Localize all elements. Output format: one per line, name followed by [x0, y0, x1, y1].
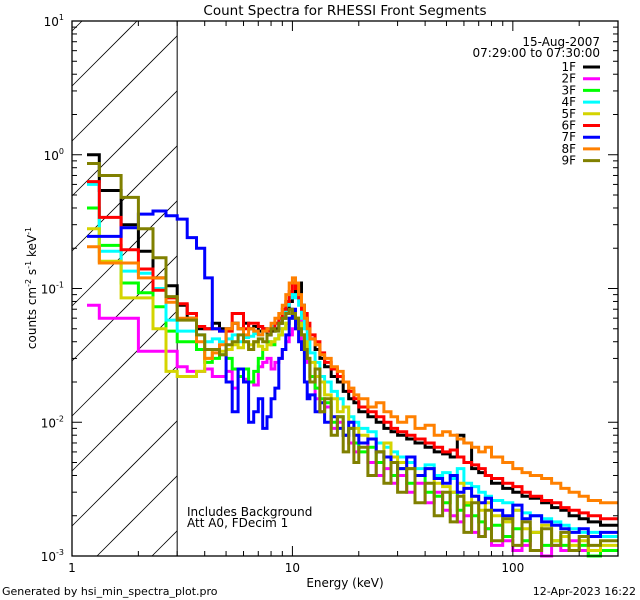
footer-generated-by: Generated by hsi_min_spectra_plot.pro [2, 585, 218, 598]
annotation-attenuator: Att A0, FDecim 1 [187, 516, 288, 530]
y-axis-label: counts cm-2 s-1 keV-1 [24, 227, 39, 349]
hatch-line [71, 35, 178, 142]
y-tick-label: 10-2 [41, 414, 64, 430]
hatch-line [71, 310, 178, 417]
legend-label-6F: 6F [561, 119, 576, 133]
hatch-line [71, 200, 178, 307]
legend-label-7F: 7F [561, 130, 576, 144]
legend-label-9F: 9F [561, 154, 576, 168]
legend-label-1F: 1F [561, 60, 576, 74]
hatch-line [71, 255, 178, 362]
legend-label-2F: 2F [561, 72, 576, 86]
series-line-9F [87, 162, 618, 552]
hatch-line [71, 420, 178, 527]
x-tick-label: 10 [285, 561, 300, 575]
y-tick-label: 10-1 [41, 281, 64, 297]
hatch-line [151, 530, 178, 557]
x-tick-label: 1 [68, 561, 76, 575]
series-group [87, 153, 618, 558]
legend-date: 15-Aug-2007 [522, 35, 600, 49]
y-tick-label: 101 [44, 13, 64, 29]
tick-labels: 1 10 100 101 100 10-1 10-2 10-3 [41, 13, 525, 575]
x-axis-label: Energy (keV) [306, 576, 383, 590]
legend-label-3F: 3F [561, 83, 576, 97]
annotation-background: Includes Background [187, 505, 312, 519]
y-tick-label: 10-3 [41, 548, 64, 564]
hatch-line [71, 20, 138, 87]
legend-label-8F: 8F [561, 142, 576, 156]
series-line-8F [87, 245, 618, 505]
footer-timestamp: 12-Apr-2023 16:22 [533, 585, 636, 598]
legend-label-5F: 5F [561, 107, 576, 121]
axis-ticks [71, 20, 619, 557]
x-tick-label: 100 [501, 561, 524, 575]
hatch-line [96, 475, 178, 557]
hatch-line [71, 90, 178, 197]
legend-label-4F: 4F [561, 95, 576, 109]
y-tick-label: 100 [44, 147, 64, 163]
hatch-line [71, 365, 178, 472]
hatch-line [71, 20, 83, 32]
legend-time-range: 07:29:00 to 07:30:00 [473, 46, 600, 60]
series-line-6F [87, 180, 618, 521]
chart-title: Count Spectra for RHESSI Front Segments [203, 3, 486, 19]
